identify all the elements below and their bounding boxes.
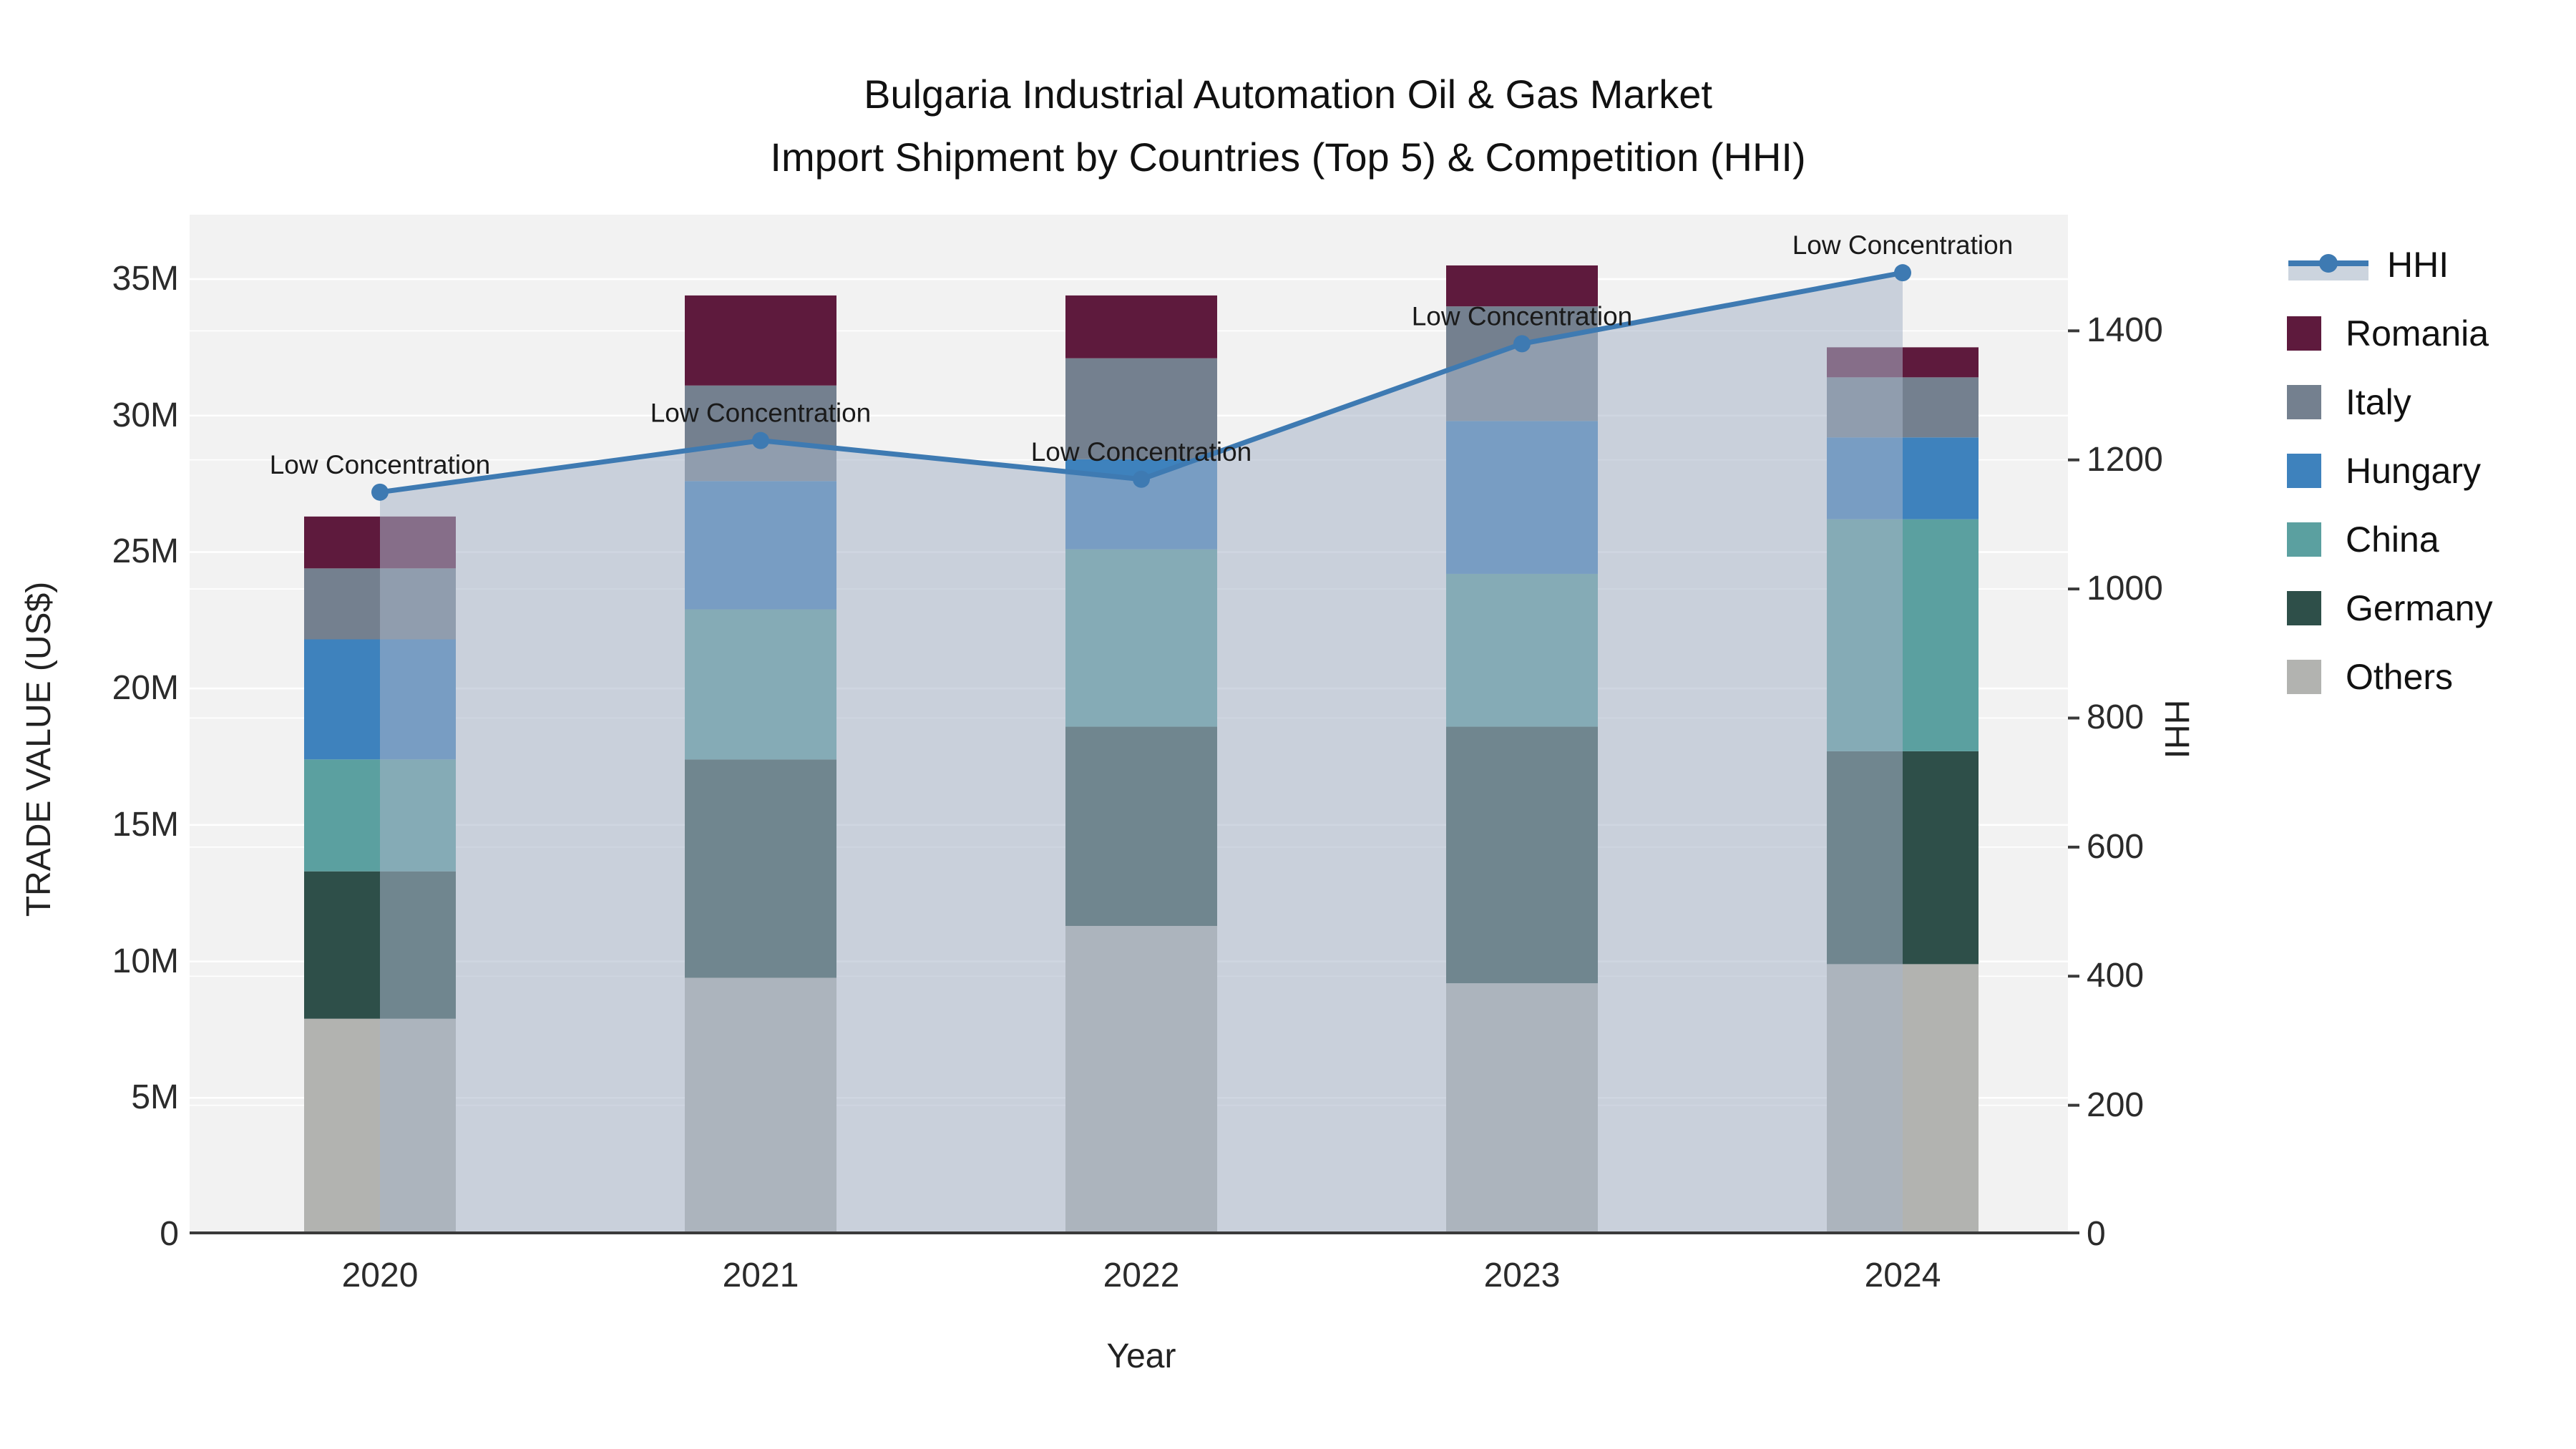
legend: HHI Romania Italy Hungary China Germany Others — [2287, 230, 2493, 711]
y-tick-label-20M: 20M — [112, 669, 179, 708]
legend-swatch-china — [2287, 522, 2321, 557]
y-tick-label-0: 0 — [160, 1215, 179, 1253]
y2-tick-label-800: 800 — [2087, 698, 2145, 737]
legend-item-italy[interactable]: Italy — [2287, 368, 2493, 436]
hhi-marker-2022[interactable] — [1133, 470, 1150, 488]
legend-label-germany: Germany — [2346, 588, 2493, 628]
y2-tick-label-1000: 1000 — [2087, 570, 2163, 608]
annotation-low-concentration-2020: Low Concentration — [270, 450, 491, 479]
annotation-low-concentration-2022: Low Concentration — [1031, 437, 1252, 467]
bar-segment-italy-2022[interactable] — [1065, 358, 1217, 459]
legend-item-others[interactable]: Others — [2287, 643, 2493, 711]
y2-tick-label-0: 0 — [2087, 1215, 2106, 1253]
annotation-low-concentration-2024: Low Concentration — [1792, 230, 2014, 260]
legend-item-china[interactable]: China — [2287, 505, 2493, 574]
legend-swatch-hungary — [2287, 454, 2321, 488]
y2-tick-label-600: 600 — [2087, 827, 2145, 866]
y-tick-label-10M: 10M — [112, 942, 179, 980]
x-tick-label-2021: 2021 — [722, 1257, 799, 1294]
legend-swatch-romania — [2287, 316, 2321, 351]
annotation-low-concentration-2021: Low Concentration — [650, 399, 872, 428]
legend-label-italy: Italy — [2346, 382, 2411, 422]
legend-label-others: Others — [2346, 657, 2454, 697]
y2-tick-label-400: 400 — [2087, 957, 2145, 995]
y2-tick-label-1200: 1200 — [2087, 440, 2163, 479]
bar-segment-romania-2021[interactable] — [685, 295, 836, 386]
chart-subtitle: Import Shipment by Countries (Top 5) & C… — [770, 135, 1806, 180]
y2-axis-title: HHI — [2157, 699, 2195, 759]
legend-label-china: China — [2346, 519, 2439, 560]
legend-label-hungary: Hungary — [2346, 451, 2481, 491]
plot-area: Low Concentration Low Concentration Low Co… — [190, 215, 2079, 1234]
bar-segment-romania-2023[interactable] — [1446, 265, 1598, 307]
x-axis-title: Year — [1106, 1337, 1176, 1375]
hhi-marker-2024[interactable] — [1894, 264, 1911, 282]
legend-item-hhi[interactable]: HHI — [2287, 230, 2493, 299]
legend-label-romania: Romania — [2346, 313, 2489, 353]
x-tick-label-2020: 2020 — [341, 1257, 419, 1294]
y-tick-label-35M: 35M — [112, 260, 179, 298]
hhi-marker-2020[interactable] — [371, 483, 389, 501]
legend-item-romania[interactable]: Romania — [2287, 299, 2493, 368]
legend-swatch-germany — [2287, 591, 2321, 625]
hhi-marker-2023[interactable] — [1513, 335, 1531, 353]
y-tick-label-25M: 25M — [112, 532, 179, 571]
legend-swatch-others — [2287, 660, 2321, 694]
chart-title-block: Bulgaria Industrial Automation Oil & Gas… — [0, 63, 2576, 189]
legend-hhi-line-swatch — [2288, 254, 2368, 280]
y-tick-label-15M: 15M — [112, 805, 179, 844]
annotation-low-concentration-2023: Low Concentration — [1412, 301, 1633, 331]
legend-label-hhi: HHI — [2387, 245, 2449, 285]
legend-item-germany[interactable]: Germany — [2287, 574, 2493, 643]
y-tick-label-30M: 30M — [112, 396, 179, 434]
hhi-area-fill — [380, 273, 1903, 1234]
legend-item-hungary[interactable]: Hungary — [2287, 436, 2493, 505]
x-tick-label-2022: 2022 — [1103, 1257, 1180, 1294]
x-tick-label-2024: 2024 — [1864, 1257, 1941, 1294]
y2-tick-label-1400: 1400 — [2087, 311, 2163, 350]
chart-title: Bulgaria Industrial Automation Oil & Gas… — [864, 72, 1712, 117]
y2-tick-label-200: 200 — [2087, 1085, 2145, 1124]
y-axis-title: TRADE VALUE (US$) — [20, 581, 58, 917]
hhi-marker-2021[interactable] — [752, 431, 769, 449]
y-tick-label-5M: 5M — [131, 1078, 179, 1117]
bar-segment-romania-2022[interactable] — [1065, 295, 1217, 358]
x-tick-label-2023: 2023 — [1483, 1257, 1561, 1294]
legend-swatch-italy — [2287, 385, 2321, 419]
